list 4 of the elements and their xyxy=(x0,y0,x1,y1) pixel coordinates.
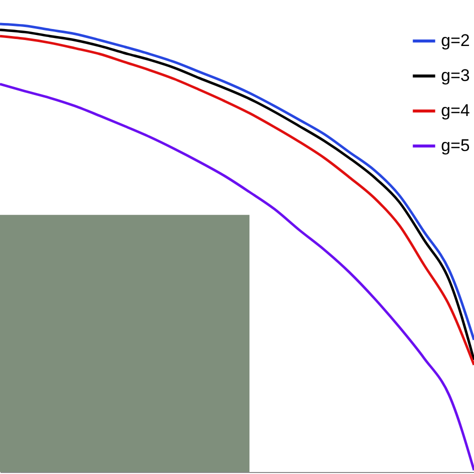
legend-label: g=5 xyxy=(441,136,470,155)
legend-label: g=4 xyxy=(441,101,470,120)
legend-label: g=3 xyxy=(441,66,470,85)
legend-label: g=2 xyxy=(441,31,470,50)
